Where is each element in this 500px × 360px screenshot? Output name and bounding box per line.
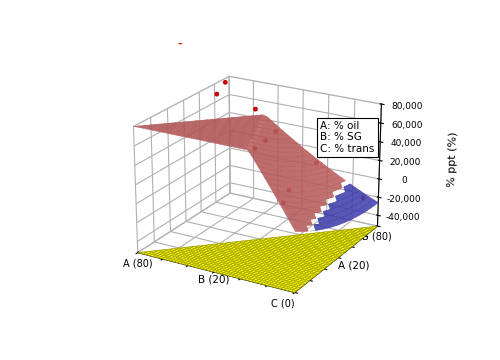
Text: A: % oil
B: % SG
C: % trans: A: % oil B: % SG C: % trans (320, 121, 374, 154)
